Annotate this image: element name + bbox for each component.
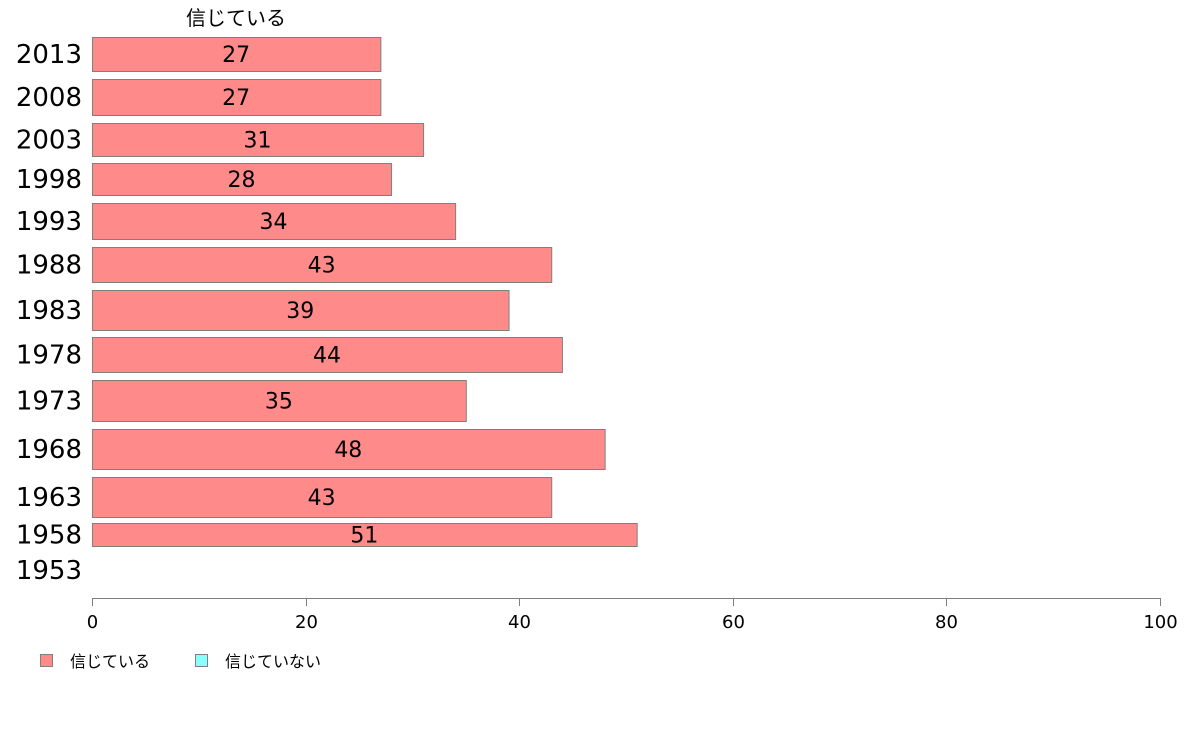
legend: 信じている 信じていない — [40, 652, 321, 671]
x-tick-label: 20 — [295, 612, 318, 633]
year-label: 2003 — [16, 126, 82, 156]
bar-rows: 2013 27 2008 27 2003 31 1998 28 1993 34 1988 43 1983… — [16, 37, 638, 586]
x-tick-label: 80 — [935, 612, 958, 633]
x-axis: 0 20 40 60 80 100 — [87, 598, 1178, 633]
year-label: 1958 — [16, 521, 82, 551]
bar-value-label: 27 — [222, 43, 250, 68]
legend-swatch — [40, 654, 53, 667]
year-label: 1983 — [16, 296, 82, 326]
bar-value-label: 48 — [334, 438, 362, 463]
bar — [92, 123, 425, 157]
bar-value-label: 27 — [222, 86, 250, 111]
bar — [92, 337, 563, 373]
x-tick-label: 40 — [508, 612, 531, 633]
x-tick-label: 100 — [1143, 612, 1177, 633]
bar-value-label: 44 — [313, 344, 341, 369]
legend-swatch — [195, 654, 208, 667]
bar-value-label: 51 — [350, 524, 378, 549]
bar — [92, 477, 553, 518]
bar — [92, 429, 606, 470]
year-label: 2008 — [16, 83, 82, 113]
x-tick-label: 0 — [87, 612, 98, 633]
bar — [92, 37, 382, 72]
year-label: 1963 — [16, 483, 82, 513]
legend-label: 信じていない — [225, 652, 321, 671]
year-label: 1993 — [16, 207, 82, 237]
year-label: 1968 — [16, 435, 82, 465]
year-label: 1973 — [16, 387, 82, 417]
bar-value-label: 34 — [260, 210, 288, 235]
x-tick-label: 60 — [722, 612, 745, 633]
bar — [92, 290, 510, 331]
year-label: 1953 — [16, 556, 82, 586]
bar — [92, 203, 457, 240]
bar — [92, 380, 467, 422]
bar-value-label: 31 — [244, 129, 272, 154]
year-label: 1978 — [16, 341, 82, 371]
year-label: 1988 — [16, 251, 82, 281]
bar-value-label: 43 — [308, 254, 336, 279]
bar — [92, 79, 382, 116]
year-label: 1998 — [16, 165, 82, 195]
series-title: 信じている — [186, 6, 286, 30]
bar-value-label: 43 — [308, 486, 336, 511]
bar — [92, 163, 393, 196]
year-label: 2013 — [16, 40, 82, 70]
bar — [92, 247, 553, 283]
bar-value-label: 35 — [265, 390, 293, 415]
bar — [92, 523, 638, 547]
bar-value-label: 39 — [286, 299, 314, 324]
bar-value-label: 28 — [228, 168, 256, 193]
legend-label: 信じている — [70, 652, 150, 671]
